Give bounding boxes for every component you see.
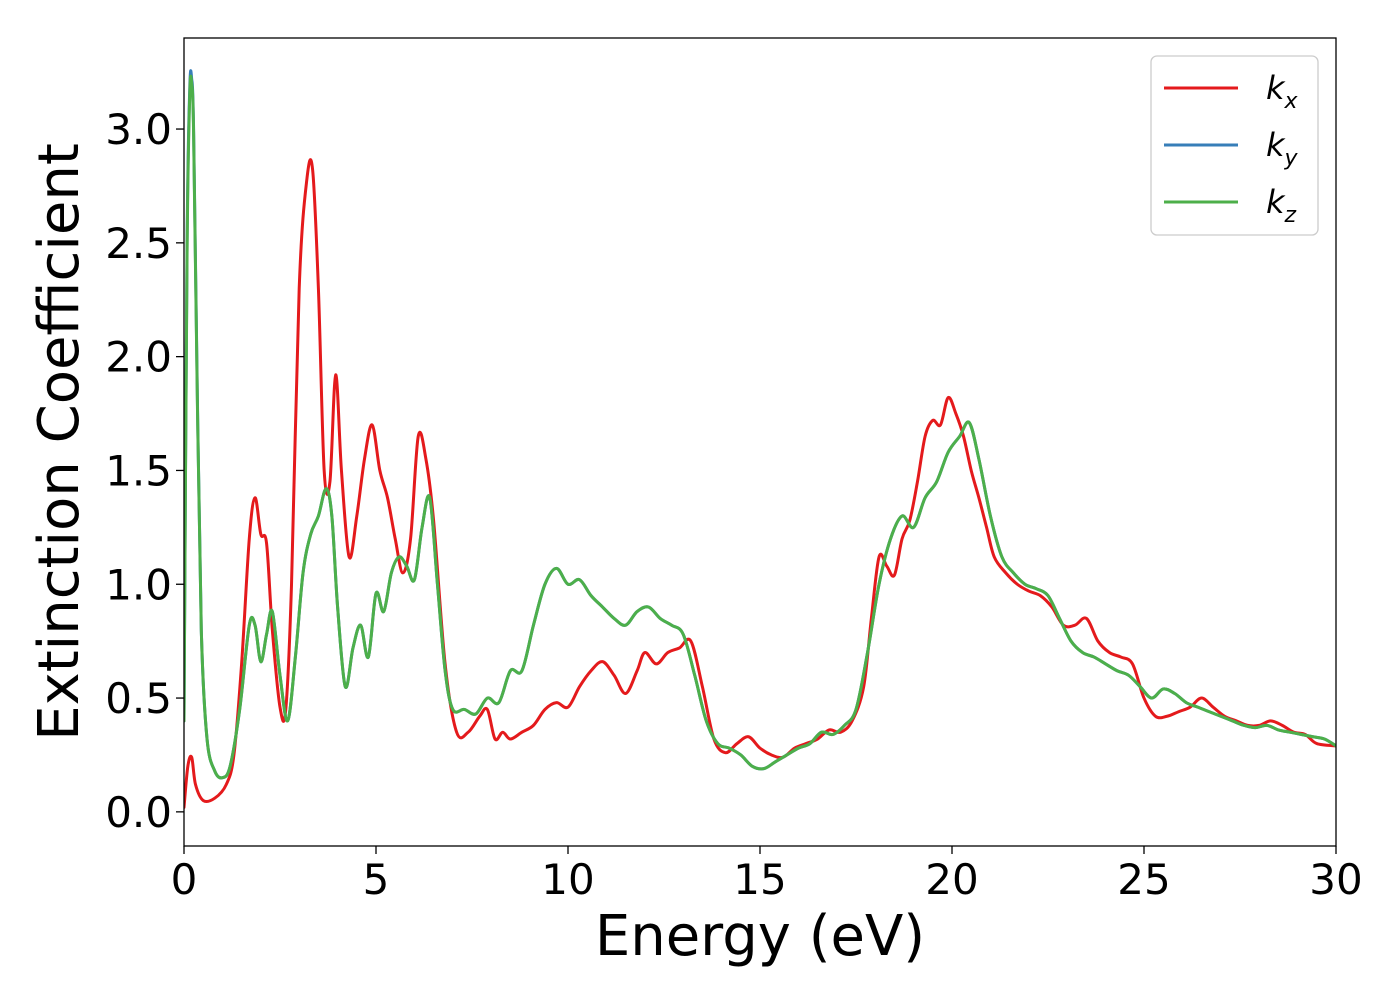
legend-label-base: k bbox=[1266, 183, 1286, 221]
legend-label-base: k bbox=[1266, 126, 1286, 164]
series-layer bbox=[184, 69, 1336, 809]
y-tick-label: 2.0 bbox=[105, 333, 172, 382]
x-tick-label: 15 bbox=[733, 855, 786, 904]
y-tick-label: 0.5 bbox=[105, 674, 172, 723]
y-tick-label: 1.5 bbox=[105, 446, 172, 495]
x-axis-label: Energy (eV) bbox=[595, 904, 925, 969]
x-tick-label: 10 bbox=[541, 855, 594, 904]
legend-label-subscript: x bbox=[1284, 89, 1299, 114]
legend-label-base: k bbox=[1266, 69, 1286, 107]
y-axis-label: Extinction Coefficient bbox=[27, 143, 92, 741]
legend-label-y: ky bbox=[1266, 126, 1299, 171]
x-tick-label: 30 bbox=[1309, 855, 1362, 904]
x-axis: 0 5 10 15 20 25 30 bbox=[171, 846, 1363, 904]
series-line-x bbox=[184, 158, 1336, 809]
x-tick-label: 25 bbox=[1117, 855, 1170, 904]
legend-label-z: kz bbox=[1266, 183, 1297, 228]
y-tick-label: 2.5 bbox=[105, 219, 172, 268]
x-tick-label: 0 bbox=[171, 855, 198, 904]
y-tick-label: 0.0 bbox=[105, 788, 172, 837]
series-line-z bbox=[184, 74, 1336, 780]
x-tick-label: 5 bbox=[363, 855, 390, 904]
y-tick-label: 3.0 bbox=[105, 105, 172, 154]
y-axis: 0.0 0.5 1.0 1.5 2.0 2.5 3.0 bbox=[105, 105, 184, 837]
legend-label-subscript: z bbox=[1284, 203, 1297, 228]
x-tick-label: 20 bbox=[925, 855, 978, 904]
legend-label-subscript: y bbox=[1284, 146, 1299, 171]
y-tick-label: 1.0 bbox=[105, 560, 172, 609]
legend-label-x: kx bbox=[1266, 69, 1299, 114]
